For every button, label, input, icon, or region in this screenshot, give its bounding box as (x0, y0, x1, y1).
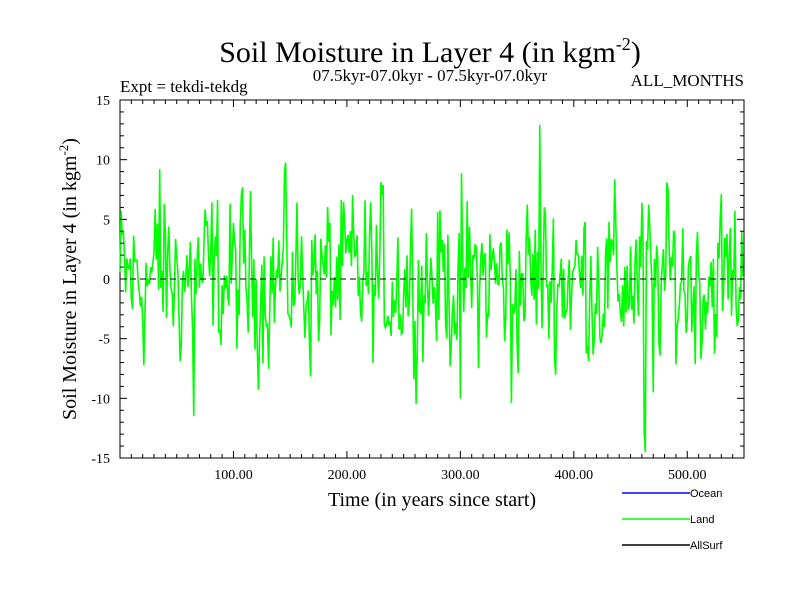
x-tick-label: 200.00 (328, 468, 367, 483)
legend-item-allsurf: AllSurf (622, 540, 723, 552)
x-axis-ticks: 100.00 200.00 300.00 400.00 500.00 (130, 100, 734, 483)
y-tick-label: 15 (96, 94, 110, 109)
series-land-line (119, 125, 745, 453)
y-tick-label: 10 (96, 154, 110, 169)
legend-item-ocean: Ocean (622, 488, 722, 500)
legend-item-land: Land (622, 514, 714, 526)
plot-area: 100.00 200.00 300.00 400.00 500.00 -15 -10 -5 0… (91, 94, 745, 483)
experiment-label: Expt = tekdi-tekdg (120, 77, 248, 96)
y-tick-label: -15 (91, 452, 110, 467)
chart-title: Soil Moisture in Layer 4 (in kgm-2) (219, 34, 641, 69)
series-land (119, 125, 745, 453)
x-tick-label: 400.00 (555, 468, 594, 483)
months-label: ALL_MONTHS (631, 71, 744, 90)
y-tick-label: 0 (103, 273, 110, 288)
period-label: 07.5kyr-07.0kyr - 07.5kyr-07.0kyr (313, 66, 548, 85)
y-tick-label: -5 (98, 333, 110, 348)
x-tick-label: 100.00 (214, 468, 253, 483)
legend-label-ocean: Ocean (690, 488, 722, 500)
y-axis-label: Soil Moisture in Layer 4 (in kgm-2) (56, 138, 81, 420)
legend-label-land: Land (690, 514, 714, 526)
y-tick-label: 5 (103, 213, 110, 228)
legend: Ocean Land AllSurf (622, 488, 723, 552)
y-axis-ticks: -15 -10 -5 0 5 10 15 (91, 94, 744, 467)
legend-label-allsurf: AllSurf (690, 540, 723, 552)
x-tick-label: 500.00 (668, 468, 707, 483)
y-tick-label: -10 (91, 392, 110, 407)
x-tick-label: 300.00 (441, 468, 480, 483)
x-axis-label: Time (in years since start) (328, 489, 536, 511)
